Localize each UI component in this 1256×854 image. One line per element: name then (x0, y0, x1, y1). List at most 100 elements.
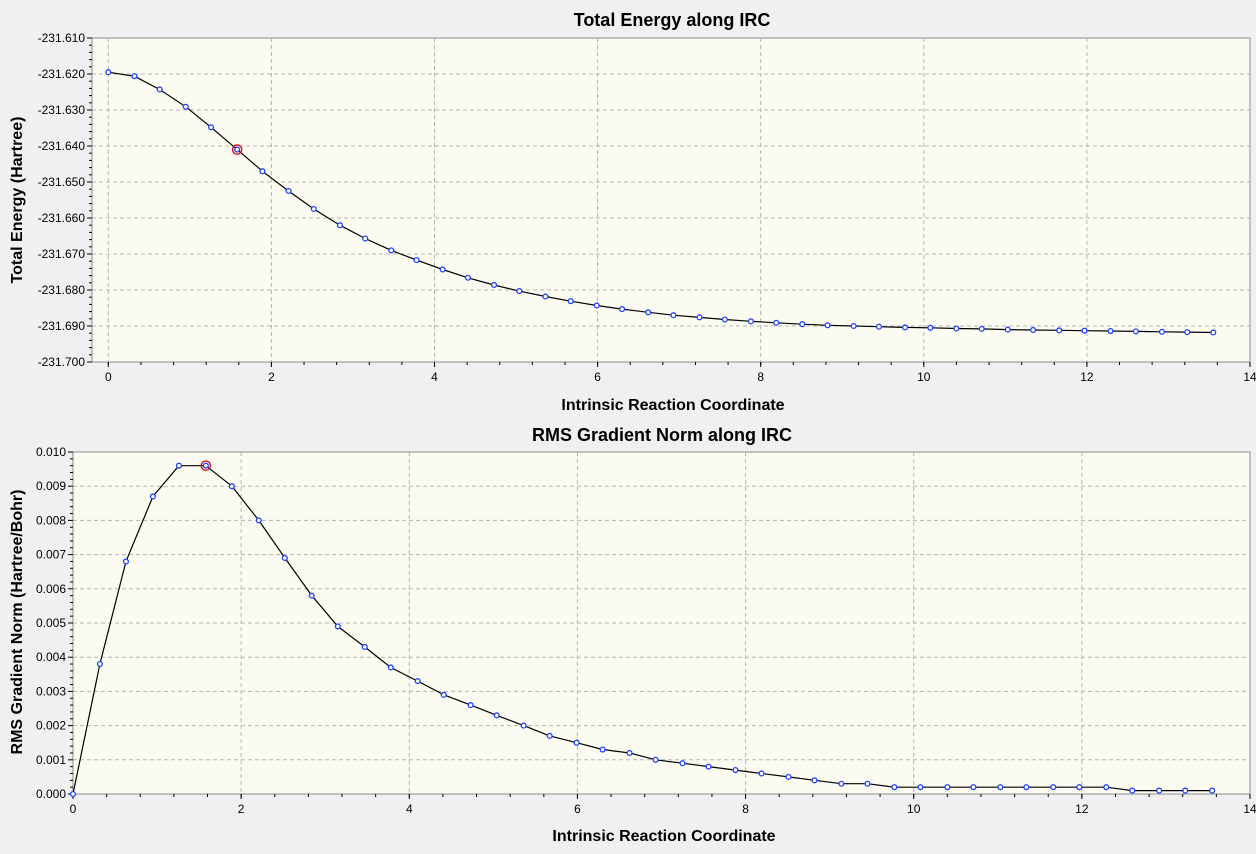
rms-gradient-data-point[interactable] (1129, 787, 1136, 794)
total-energy-data-point[interactable] (388, 247, 395, 254)
rms-gradient-data-point[interactable] (1156, 787, 1163, 794)
total-energy-data-point[interactable] (619, 306, 626, 313)
rms-gradient-data-point[interactable] (838, 780, 845, 787)
rms-gradient-data-point[interactable] (626, 749, 633, 757)
total-energy-data-point[interactable] (362, 235, 369, 242)
total-energy-data-point[interactable] (542, 293, 549, 300)
total-energy-data-point[interactable] (464, 274, 471, 281)
rms-gradient-y-tick-label: 0.000 (36, 787, 66, 801)
total-energy-data-point[interactable] (1132, 328, 1139, 335)
rms-gradient-data-point[interactable] (96, 660, 103, 668)
total-energy-data-point[interactable] (1107, 327, 1114, 335)
total-energy-data-point[interactable] (747, 318, 754, 325)
total-energy-data-point[interactable] (670, 312, 677, 319)
total-energy-data-point[interactable] (901, 324, 909, 331)
total-energy-data-point[interactable] (1056, 327, 1063, 334)
total-energy-chart-title: Total Energy along IRC (574, 10, 771, 30)
rms-gradient-data-point[interactable] (1076, 784, 1083, 791)
total-energy-x-tick-label: 4 (431, 370, 438, 384)
rms-gradient-data-point[interactable] (440, 691, 447, 698)
rms-gradient-data-point[interactable] (122, 558, 130, 565)
total-energy-data-point[interactable] (593, 302, 600, 309)
total-energy-data-point[interactable] (696, 314, 703, 321)
rms-gradient-data-point[interactable] (361, 643, 368, 650)
rms-gradient-data-point[interactable] (1103, 784, 1110, 791)
total-energy-data-point[interactable] (799, 321, 806, 328)
rms-gradient-data-point[interactable] (944, 784, 951, 791)
total-energy-data-point[interactable] (1184, 329, 1191, 336)
total-energy-x-tick-label: 12 (1080, 370, 1094, 384)
total-energy-data-point[interactable] (645, 309, 652, 316)
rms-gradient-data-point[interactable] (917, 784, 924, 791)
rms-gradient-data-point[interactable] (202, 462, 209, 469)
rms-gradient-data-point[interactable] (308, 592, 315, 599)
rms-gradient-data-point[interactable] (467, 702, 474, 709)
total-energy-data-point[interactable] (773, 319, 780, 326)
rms-gradient-data-point[interactable] (573, 739, 580, 746)
rms-gradient-data-point[interactable] (1182, 787, 1189, 794)
rms-gradient-y-axis-label: RMS Gradient Norm (Hartree/Bohr) (9, 490, 26, 755)
rms-gradient-data-point[interactable] (758, 770, 765, 777)
rms-gradient-data-point[interactable] (175, 462, 182, 469)
total-energy-data-point[interactable] (721, 316, 728, 323)
total-energy-selected-point-marker[interactable] (231, 144, 243, 155)
rms-gradient-data-point[interactable] (679, 760, 686, 767)
rms-gradient-y-tick-label: 0.002 (36, 719, 66, 733)
total-energy-data-point[interactable] (824, 322, 831, 329)
rms-gradient-data-point[interactable] (414, 678, 421, 685)
total-energy-data-point[interactable] (336, 222, 343, 229)
total-energy-data-point[interactable] (439, 266, 446, 273)
total-energy-data-point[interactable] (490, 281, 498, 289)
rms-gradient-chart-title: RMS Gradient Norm along IRC (532, 425, 792, 445)
rms-gradient-data-point[interactable] (1050, 784, 1057, 791)
total-energy-data-point[interactable] (953, 325, 960, 332)
rms-gradient-data-point[interactable] (69, 790, 77, 798)
total-energy-chart: Total Energy along IRC 0 2 4 6 8 10 12 14 -231.… (9, 10, 1256, 414)
total-energy-plot-area[interactable] (91, 37, 1251, 363)
total-energy-data-point[interactable] (927, 324, 934, 331)
rms-gradient-data-point[interactable] (891, 784, 898, 791)
rms-gradient-data-point[interactable] (255, 517, 262, 524)
total-energy-data-point[interactable] (105, 69, 112, 76)
rms-gradient-data-point[interactable] (387, 664, 394, 671)
rms-gradient-data-point[interactable] (785, 773, 792, 780)
rms-gradient-data-point[interactable] (1209, 787, 1216, 794)
total-energy-data-point[interactable] (156, 86, 163, 93)
rms-gradient-data-point[interactable] (732, 767, 739, 774)
total-energy-data-point[interactable] (567, 298, 574, 305)
rms-gradient-data-point[interactable] (652, 756, 659, 763)
total-energy-data-point[interactable] (1004, 326, 1011, 333)
total-energy-data-point[interactable] (978, 325, 985, 332)
rms-gradient-data-point[interactable] (599, 746, 606, 753)
rms-gradient-data-point[interactable] (811, 777, 818, 784)
rms-gradient-data-point[interactable] (228, 483, 235, 490)
total-energy-data-point[interactable] (875, 323, 883, 330)
rms-gradient-data-point[interactable] (493, 712, 500, 719)
rms-gradient-selected-point-marker[interactable] (200, 460, 212, 471)
rms-gradient-data-point[interactable] (281, 554, 288, 562)
total-energy-data-point[interactable] (131, 73, 138, 80)
total-energy-data-point[interactable] (285, 187, 292, 195)
total-energy-data-point[interactable] (208, 124, 215, 131)
rms-gradient-data-point[interactable] (149, 493, 156, 500)
total-energy-data-point[interactable] (1030, 326, 1037, 334)
total-energy-data-point[interactable] (310, 205, 317, 213)
rms-gradient-data-point[interactable] (864, 780, 871, 787)
total-energy-data-point[interactable] (182, 103, 189, 110)
total-energy-data-point[interactable] (1210, 329, 1217, 336)
total-energy-data-point[interactable] (1081, 327, 1088, 334)
total-energy-data-point[interactable] (413, 257, 420, 264)
rms-gradient-data-point[interactable] (997, 784, 1004, 791)
rms-gradient-data-point[interactable] (546, 732, 553, 739)
total-energy-data-point[interactable] (234, 146, 241, 153)
rms-gradient-data-point[interactable] (334, 623, 341, 630)
rms-gradient-data-point[interactable] (1023, 784, 1030, 791)
rms-gradient-x-tick-label: 0 (70, 802, 77, 816)
total-energy-data-point[interactable] (516, 288, 523, 295)
total-energy-data-point[interactable] (850, 322, 857, 330)
total-energy-data-point[interactable] (1158, 328, 1165, 335)
total-energy-data-point[interactable] (259, 168, 266, 175)
rms-gradient-data-point[interactable] (520, 722, 527, 729)
rms-gradient-data-point[interactable] (705, 763, 712, 770)
rms-gradient-data-point[interactable] (970, 784, 977, 791)
